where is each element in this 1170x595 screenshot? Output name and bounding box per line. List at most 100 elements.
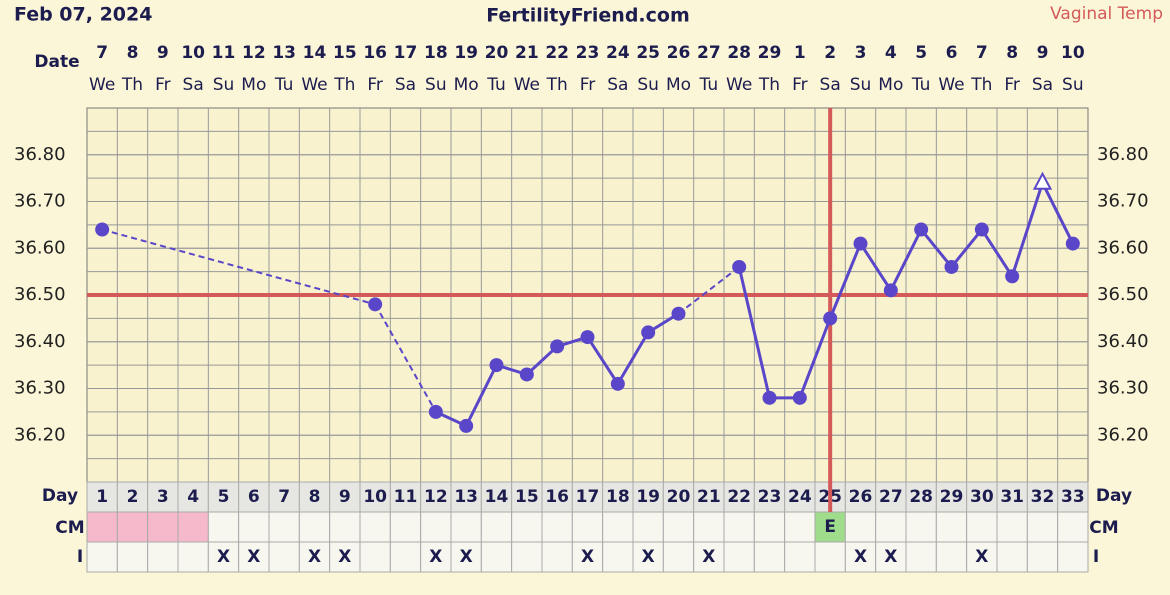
table-cell xyxy=(268,511,300,543)
y-tick-label-right: 36.50 xyxy=(1097,284,1149,305)
temp-point xyxy=(671,306,686,321)
day-number: 7 xyxy=(278,487,290,507)
date-label: 14 xyxy=(303,43,327,63)
day-number: 1 xyxy=(96,487,108,507)
date-label: 19 xyxy=(454,43,478,63)
day-number: 23 xyxy=(758,487,782,507)
table-cell xyxy=(420,511,452,543)
day-number: 13 xyxy=(454,487,478,507)
weekday-label: Mo xyxy=(241,75,266,95)
table-cell xyxy=(784,481,816,513)
table-cell xyxy=(359,481,391,513)
table-cell xyxy=(723,481,755,513)
date-label: 1 xyxy=(794,43,806,63)
weekday-label: Sa xyxy=(1032,75,1053,95)
weekday-label: Fr xyxy=(1004,75,1020,95)
temp-point xyxy=(762,390,777,405)
table-cell xyxy=(602,541,634,573)
table-cell xyxy=(177,541,209,573)
temp-point xyxy=(95,222,110,237)
table-cell xyxy=(480,511,513,543)
date-label: 7 xyxy=(976,43,988,63)
intercourse-mark: X xyxy=(702,547,715,567)
temp-point xyxy=(1065,236,1080,251)
table-cell xyxy=(814,541,846,573)
weekday-label: Th xyxy=(121,75,143,95)
table-cell xyxy=(298,481,331,513)
day-number: 6 xyxy=(248,487,260,507)
temp-segment xyxy=(980,228,1014,278)
weekday-label: Fr xyxy=(792,75,808,95)
weekday-label: Th xyxy=(546,75,568,95)
table-cell xyxy=(602,481,634,513)
temp-point xyxy=(550,339,565,354)
table-cell xyxy=(511,541,543,573)
table-cell xyxy=(1057,541,1089,573)
intercourse-mark: X xyxy=(308,547,321,567)
weekday-label: We xyxy=(726,75,752,95)
table-cell xyxy=(420,541,452,573)
date-label: 18 xyxy=(424,43,448,63)
temp-segment xyxy=(889,228,923,291)
weekday-label: Mo xyxy=(878,75,903,95)
temp-point xyxy=(792,390,807,405)
day-number: 28 xyxy=(909,487,933,507)
date-label: 9 xyxy=(1037,43,1049,63)
weekday-label: Su xyxy=(1062,75,1084,95)
i-label-right: I xyxy=(1093,547,1099,567)
intercourse-mark: X xyxy=(338,547,351,567)
date-label: 24 xyxy=(606,43,630,63)
weekday-label: We xyxy=(89,75,115,95)
day-number: 31 xyxy=(1000,487,1024,507)
date-label: 10 xyxy=(1061,43,1085,63)
table-cell xyxy=(541,481,573,513)
date-label: 7 xyxy=(96,43,108,63)
table-cell xyxy=(844,511,877,543)
table-cell xyxy=(571,511,604,543)
table-cell xyxy=(511,511,543,543)
date-label: 10 xyxy=(181,43,205,63)
table-cell xyxy=(966,511,998,543)
table-cell xyxy=(875,511,907,543)
temp-type: Vaginal Temp xyxy=(1050,4,1163,24)
table-cell xyxy=(116,541,149,573)
date-label: 3 xyxy=(855,43,867,63)
temp-point xyxy=(974,222,989,237)
day-number: 30 xyxy=(970,487,994,507)
date-label: Date xyxy=(34,52,79,72)
temp-segment xyxy=(374,303,437,413)
table-cell xyxy=(329,511,361,543)
table-cell xyxy=(147,541,179,573)
temp-segment xyxy=(798,317,832,399)
date-label: 22 xyxy=(545,43,569,63)
intercourse-mark: X xyxy=(460,547,473,567)
day-number: 4 xyxy=(187,487,199,507)
table-cell xyxy=(753,511,786,543)
table-cell xyxy=(480,481,513,513)
date-label: 11 xyxy=(212,43,236,63)
date-label: 6 xyxy=(946,43,958,63)
weekday-label: Fr xyxy=(367,75,383,95)
intercourse-mark: X xyxy=(247,547,260,567)
temp-segment xyxy=(464,364,498,427)
table-cell xyxy=(389,511,422,543)
table-cell xyxy=(298,541,331,573)
date-label: 20 xyxy=(485,43,509,63)
date-label: 23 xyxy=(576,43,600,63)
date-label: 29 xyxy=(758,43,782,63)
temp-segment xyxy=(586,336,620,385)
date-label: 13 xyxy=(272,43,296,63)
temp-segment xyxy=(1010,182,1044,277)
table-cell xyxy=(966,541,998,573)
table-cell xyxy=(996,511,1028,543)
date-label: 8 xyxy=(1006,43,1018,63)
temp-segment xyxy=(859,242,893,292)
day-number: 26 xyxy=(849,487,873,507)
table-cell xyxy=(784,541,816,573)
temp-segment xyxy=(950,228,983,268)
table-cell xyxy=(238,541,270,573)
temp-point xyxy=(580,330,595,345)
temp-point xyxy=(823,311,838,326)
table-cell xyxy=(1026,481,1059,513)
